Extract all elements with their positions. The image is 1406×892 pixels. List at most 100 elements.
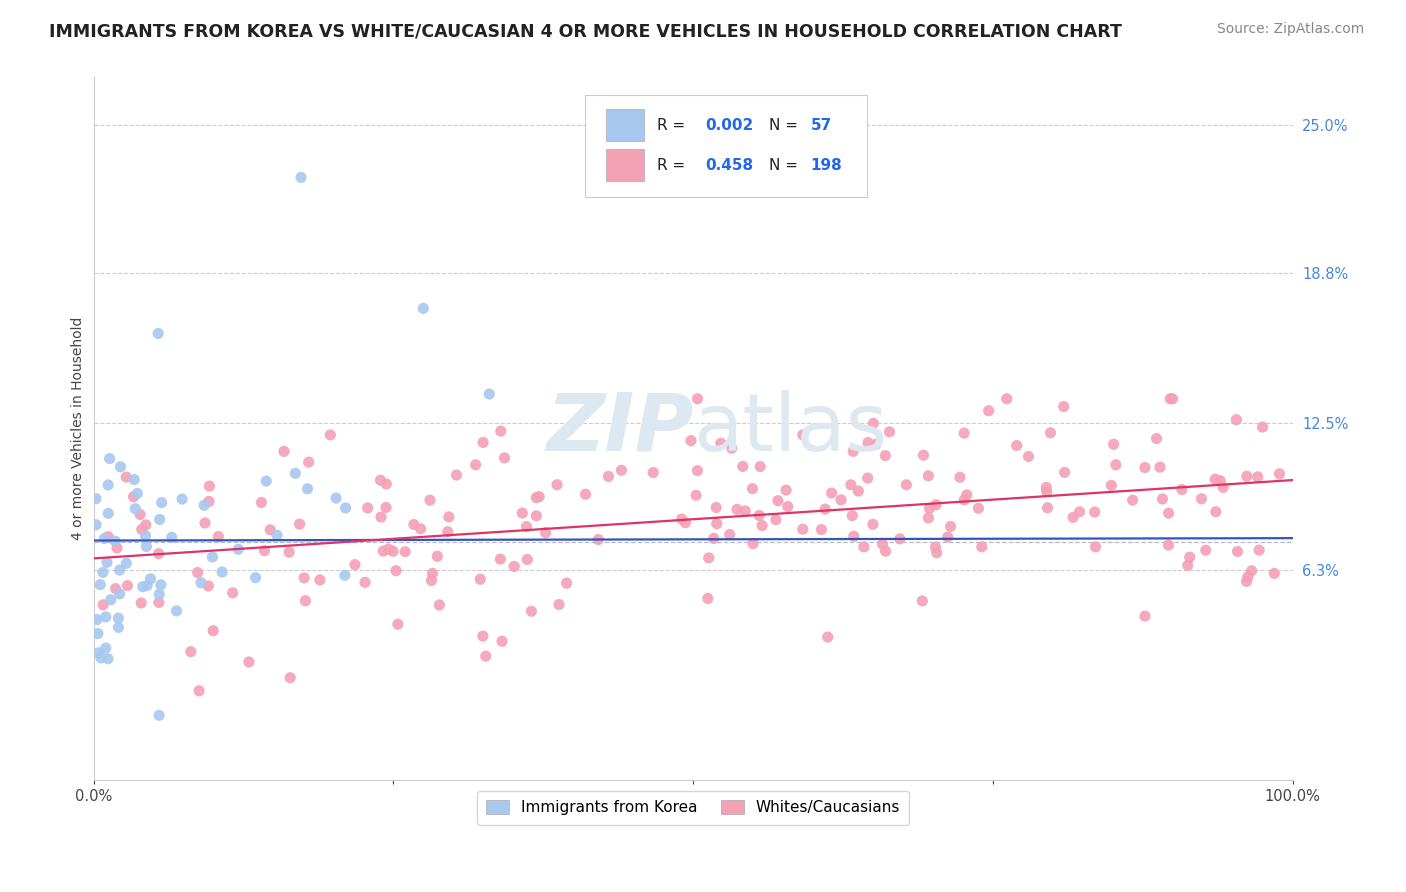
Point — [87, 626, 110, 640]
Point — [107, 611, 129, 625]
Point — [1212, 480, 1234, 494]
Point — [671, 512, 693, 526]
Point — [254, 474, 277, 488]
Point — [412, 301, 434, 316]
Point — [792, 522, 814, 536]
Point — [1177, 558, 1199, 573]
Text: 0.458: 0.458 — [704, 158, 754, 173]
Point — [370, 473, 392, 487]
Point — [134, 529, 156, 543]
Point — [122, 473, 145, 487]
Point — [842, 529, 865, 543]
Point — [105, 541, 128, 555]
Point — [127, 486, 149, 500]
Point — [918, 501, 941, 516]
Point — [1191, 491, 1213, 506]
Point — [925, 498, 948, 512]
Point — [1062, 510, 1084, 524]
Point — [1205, 505, 1227, 519]
Point — [149, 512, 172, 526]
Point — [1171, 483, 1194, 497]
Point — [419, 493, 441, 508]
Point — [207, 530, 229, 544]
Point — [1157, 506, 1180, 520]
Point — [1226, 544, 1249, 558]
Point — [188, 683, 211, 698]
Point — [131, 522, 153, 536]
Point — [1209, 474, 1232, 488]
Point — [187, 566, 209, 580]
Point — [309, 573, 332, 587]
Text: atlas: atlas — [693, 390, 887, 467]
Point — [939, 519, 962, 533]
Point — [685, 488, 707, 502]
Point — [288, 517, 311, 532]
Point — [917, 511, 939, 525]
Point — [967, 501, 990, 516]
Point — [122, 490, 145, 504]
Point — [180, 645, 202, 659]
Point — [1204, 472, 1226, 486]
Point — [1146, 432, 1168, 446]
Point — [548, 598, 571, 612]
Point — [546, 477, 568, 491]
Point — [515, 519, 537, 533]
Point — [720, 441, 742, 455]
Point — [817, 630, 839, 644]
Point — [865, 437, 887, 451]
Point — [830, 492, 852, 507]
Point — [875, 449, 897, 463]
Point — [731, 459, 754, 474]
Text: Source: ZipAtlas.com: Source: ZipAtlas.com — [1216, 22, 1364, 37]
Point — [598, 469, 620, 483]
Point — [749, 459, 772, 474]
Point — [104, 582, 127, 596]
Point — [290, 170, 312, 185]
Point — [1225, 413, 1247, 427]
Point — [1178, 550, 1201, 565]
Point — [534, 525, 557, 540]
Point — [610, 463, 633, 477]
Point — [1035, 480, 1057, 494]
Point — [1268, 467, 1291, 481]
Point — [1084, 505, 1107, 519]
Point — [679, 434, 702, 448]
Point — [139, 572, 162, 586]
Point — [489, 552, 512, 566]
Point — [478, 387, 501, 401]
Point — [1018, 450, 1040, 464]
Point — [766, 493, 789, 508]
Point — [1263, 566, 1285, 581]
Point — [489, 424, 512, 438]
Point — [1240, 564, 1263, 578]
Point — [1039, 425, 1062, 440]
Point — [775, 483, 797, 497]
Point — [297, 482, 319, 496]
Point — [298, 455, 321, 469]
Point — [148, 547, 170, 561]
Point — [132, 580, 155, 594]
Point — [104, 534, 127, 549]
Text: 0.002: 0.002 — [704, 118, 754, 133]
Point — [810, 523, 832, 537]
Point — [555, 576, 578, 591]
Point — [382, 544, 405, 558]
Point — [697, 550, 720, 565]
Point — [100, 592, 122, 607]
Point — [1152, 491, 1174, 506]
Point — [686, 392, 709, 406]
Point — [704, 500, 727, 515]
Point — [253, 543, 276, 558]
Point — [96, 555, 118, 569]
Point — [148, 587, 170, 601]
Point — [333, 568, 356, 582]
Point — [872, 537, 894, 551]
Point — [115, 470, 138, 484]
Point — [91, 566, 114, 580]
Point — [494, 450, 516, 465]
Point — [464, 458, 486, 472]
Point — [995, 392, 1018, 406]
Point — [1099, 478, 1122, 492]
Point — [703, 532, 725, 546]
Point — [588, 533, 610, 547]
